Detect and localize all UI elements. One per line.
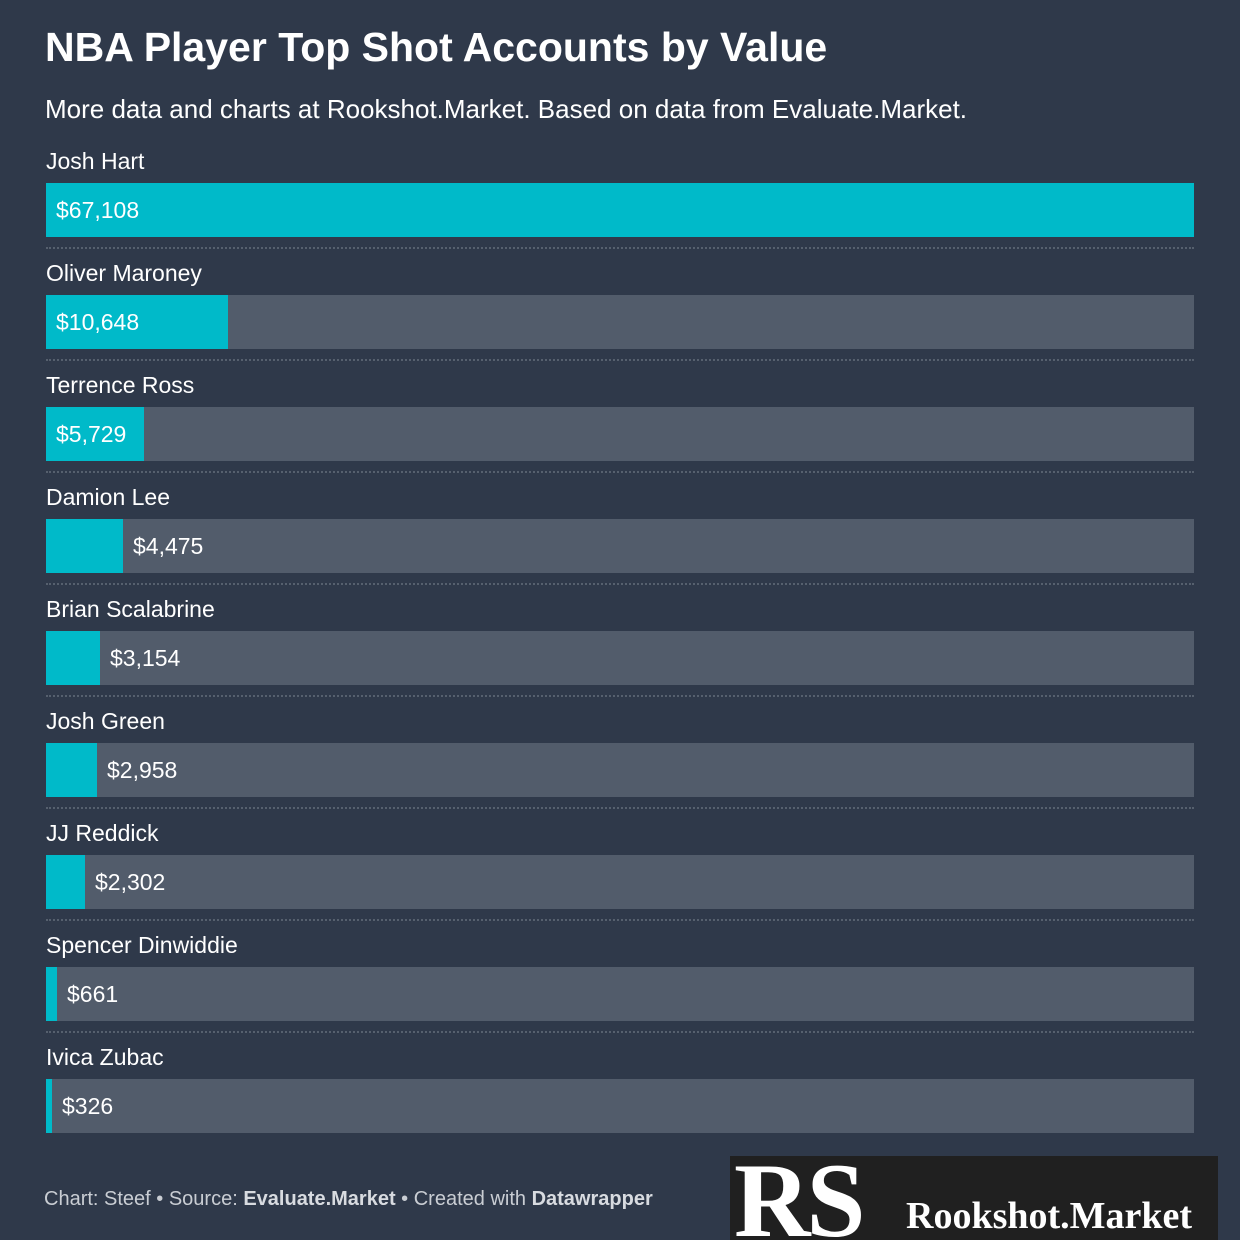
bar-value-label: $4,475 xyxy=(133,533,204,559)
bar-value-label: $2,302 xyxy=(95,869,166,895)
bar-category-label: JJ Reddick xyxy=(46,820,159,846)
bar-value-label: $10,648 xyxy=(56,309,140,335)
bar-track: $4,475 xyxy=(46,519,1194,573)
bar-category-label: Terrence Ross xyxy=(46,372,195,398)
bar-row: Terrence Ross $5,729 xyxy=(46,368,1194,480)
bar-category-label: Spencer Dinwiddie xyxy=(46,932,238,958)
rookshot-logo: RS Rookshot.Market xyxy=(730,1156,1218,1240)
bar xyxy=(46,743,97,797)
bar-row: Spencer Dinwiddie $661 xyxy=(46,928,1194,1040)
bar-track: $10,648 xyxy=(46,295,1194,349)
bar-track: $67,108 xyxy=(46,183,1194,237)
bar xyxy=(46,967,57,1021)
bar-value-label: $661 xyxy=(67,981,119,1007)
bar-row: Ivica Zubac $326 xyxy=(46,1040,1194,1152)
row-divider xyxy=(46,471,1194,473)
bar-value-label: $3,154 xyxy=(110,645,181,671)
bar-category-label: Josh Hart xyxy=(46,148,145,174)
row-divider xyxy=(46,247,1194,249)
bar xyxy=(46,295,228,349)
bar xyxy=(46,407,144,461)
chart-subtitle: More data and charts at Rookshot.Market.… xyxy=(45,94,968,124)
row-divider xyxy=(46,583,1194,585)
bar-category-label: Brian Scalabrine xyxy=(46,596,215,622)
bar-track: $2,958 xyxy=(46,743,1194,797)
bar-value-label: $67,108 xyxy=(56,197,140,223)
bar-row: Brian Scalabrine $3,154 xyxy=(46,592,1194,704)
bar-value-label: $2,958 xyxy=(107,757,178,783)
row-divider xyxy=(46,919,1194,921)
bar-track: $326 xyxy=(46,1079,1194,1133)
bar xyxy=(46,855,85,909)
bar xyxy=(46,183,1194,237)
bar-category-label: Josh Green xyxy=(46,708,165,734)
footer-datawrapper-link[interactable]: Datawrapper xyxy=(531,1188,653,1210)
chart-footer: Chart: Steef • Source: Evaluate.Market •… xyxy=(44,1186,653,1212)
row-divider xyxy=(46,359,1194,361)
bar-category-label: Oliver Maroney xyxy=(46,260,202,286)
bar-chart: Josh Hart $67,108 Oliver Maroney $10,648 Ter… xyxy=(46,144,1194,1152)
bar-track: $2,302 xyxy=(46,855,1194,909)
bar xyxy=(46,1079,52,1133)
footer-created-text: • Created with xyxy=(395,1188,532,1210)
bar-track: $661 xyxy=(46,967,1194,1021)
logo-wordmark: Rookshot.Market xyxy=(906,1195,1193,1237)
footer-source-link[interactable]: Evaluate.Market xyxy=(243,1188,396,1210)
row-divider xyxy=(46,1031,1194,1033)
bar-row: Damion Lee $4,475 xyxy=(46,480,1194,592)
bar-value-label: $5,729 xyxy=(56,421,127,447)
bar-row: Josh Hart $67,108 xyxy=(46,144,1194,256)
row-divider xyxy=(46,695,1194,697)
bar-row: JJ Reddick $2,302 xyxy=(46,816,1194,928)
bar-category-label: Ivica Zubac xyxy=(46,1044,164,1070)
footer-credit: Chart: Steef • Source: xyxy=(44,1188,244,1210)
bar-row: Oliver Maroney $10,648 xyxy=(46,256,1194,368)
bar xyxy=(46,631,100,685)
row-divider xyxy=(46,807,1194,809)
logo-monogram: RS xyxy=(734,1156,866,1240)
bar xyxy=(46,519,123,573)
bar-value-label: $326 xyxy=(62,1093,114,1119)
bar-track: $3,154 xyxy=(46,631,1194,685)
chart-title: NBA Player Top Shot Accounts by Value xyxy=(45,24,828,70)
bar-row: Josh Green $2,958 xyxy=(46,704,1194,816)
bar-category-label: Damion Lee xyxy=(46,484,171,510)
bar-track: $5,729 xyxy=(46,407,1194,461)
